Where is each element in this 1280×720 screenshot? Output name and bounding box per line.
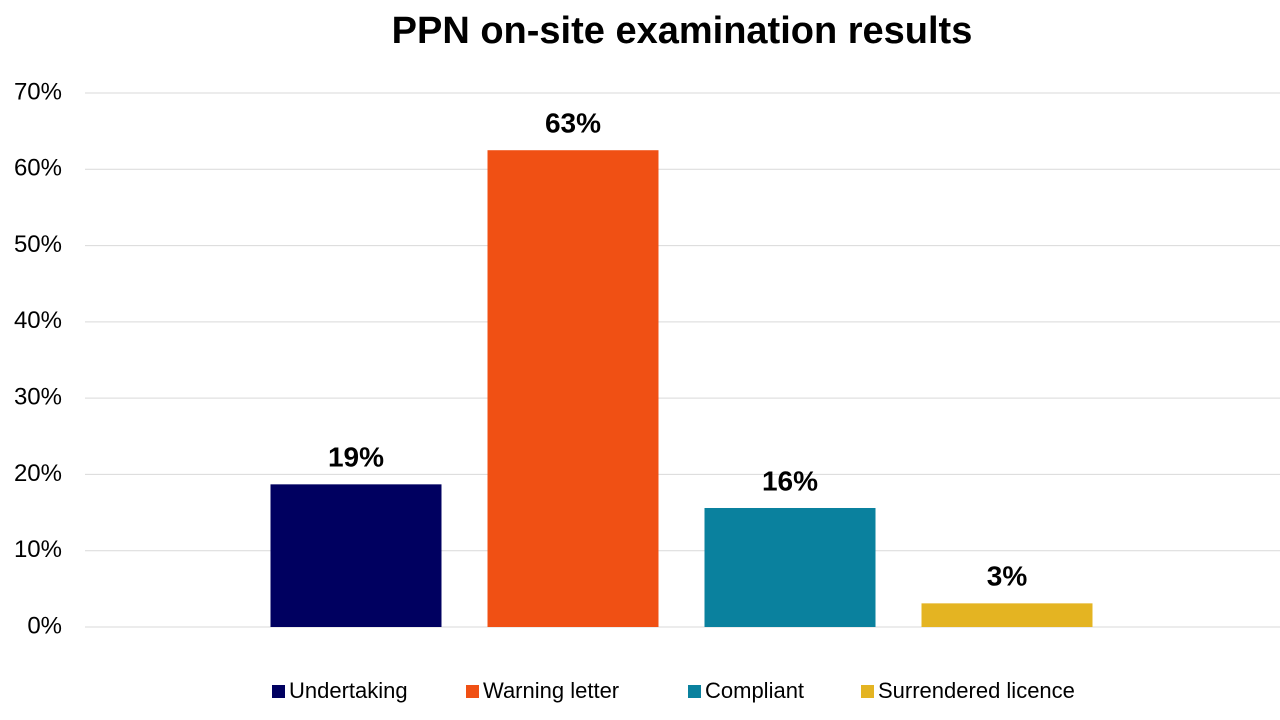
legend-label: Warning letter xyxy=(483,678,619,703)
bar xyxy=(921,603,1093,627)
y-tick-label: 20% xyxy=(14,460,62,487)
legend-swatch xyxy=(861,685,874,698)
legend-swatch xyxy=(466,685,479,698)
y-tick-label: 50% xyxy=(14,231,62,258)
value-label: 19% xyxy=(328,442,384,473)
legend-label: Undertaking xyxy=(289,678,408,703)
value-label: 3% xyxy=(987,561,1028,592)
legend-label: Surrendered licence xyxy=(878,678,1075,703)
legend-label: Compliant xyxy=(705,678,804,703)
value-label: 16% xyxy=(762,465,818,496)
chart-title: PPN on-site examination results xyxy=(392,10,973,52)
bar xyxy=(487,150,659,627)
y-tick-label: 30% xyxy=(14,383,62,410)
y-tick-label: 40% xyxy=(14,307,62,334)
bar xyxy=(270,484,442,627)
legend-swatch xyxy=(688,685,701,698)
y-tick-label: 70% xyxy=(14,78,62,105)
y-tick-label: 0% xyxy=(27,612,62,639)
value-label: 63% xyxy=(545,108,601,139)
legend-swatch xyxy=(272,685,285,698)
y-tick-label: 10% xyxy=(14,536,62,563)
y-tick-label: 60% xyxy=(14,155,62,182)
bar xyxy=(704,507,876,627)
